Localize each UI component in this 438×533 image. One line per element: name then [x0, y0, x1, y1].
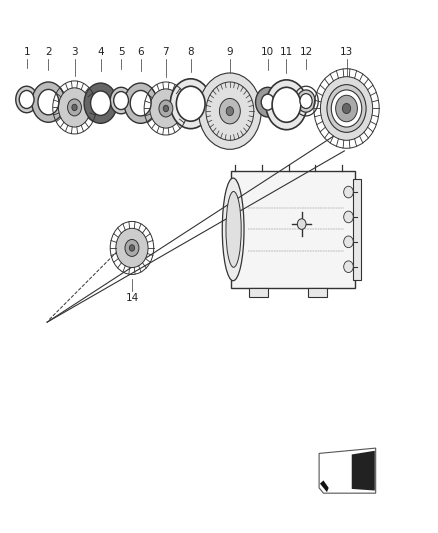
Circle shape — [344, 236, 353, 248]
Circle shape — [170, 79, 211, 128]
Circle shape — [150, 89, 182, 128]
Circle shape — [255, 87, 280, 117]
Polygon shape — [320, 480, 328, 492]
Circle shape — [297, 90, 315, 112]
Circle shape — [219, 99, 240, 124]
Circle shape — [338, 98, 355, 119]
Circle shape — [344, 186, 353, 198]
Circle shape — [72, 104, 77, 111]
Circle shape — [159, 100, 173, 117]
Circle shape — [130, 91, 151, 116]
Circle shape — [343, 103, 351, 114]
Circle shape — [336, 95, 357, 122]
Circle shape — [261, 94, 274, 110]
Text: 5: 5 — [118, 47, 124, 56]
Circle shape — [116, 228, 148, 268]
Text: 2: 2 — [45, 47, 52, 56]
Circle shape — [84, 83, 117, 123]
Ellipse shape — [222, 178, 244, 281]
Text: 4: 4 — [97, 47, 104, 56]
Circle shape — [110, 87, 132, 114]
Text: 1: 1 — [23, 47, 30, 56]
Circle shape — [91, 91, 111, 115]
Ellipse shape — [226, 191, 241, 267]
Circle shape — [321, 77, 373, 140]
Circle shape — [19, 91, 34, 109]
Circle shape — [114, 92, 128, 110]
Text: 3: 3 — [71, 47, 78, 56]
Circle shape — [300, 94, 312, 109]
Circle shape — [32, 82, 65, 122]
Circle shape — [344, 261, 353, 272]
Circle shape — [125, 239, 139, 256]
Circle shape — [344, 211, 353, 223]
Circle shape — [124, 83, 157, 123]
Circle shape — [198, 73, 261, 149]
Circle shape — [16, 86, 38, 113]
Text: 9: 9 — [226, 47, 233, 56]
Circle shape — [342, 103, 351, 114]
Circle shape — [67, 99, 81, 116]
Text: 8: 8 — [187, 47, 194, 56]
Circle shape — [226, 107, 233, 116]
FancyBboxPatch shape — [308, 288, 327, 297]
Text: 14: 14 — [125, 293, 138, 303]
Text: 13: 13 — [340, 47, 353, 56]
Circle shape — [38, 90, 59, 115]
Circle shape — [331, 90, 362, 127]
Text: 6: 6 — [138, 47, 144, 56]
Circle shape — [272, 87, 301, 122]
Circle shape — [163, 106, 169, 112]
Text: 11: 11 — [280, 47, 293, 56]
FancyBboxPatch shape — [353, 179, 360, 280]
FancyBboxPatch shape — [249, 288, 268, 297]
Circle shape — [327, 85, 366, 132]
Circle shape — [297, 219, 306, 229]
Circle shape — [177, 86, 205, 121]
Text: 12: 12 — [300, 47, 313, 56]
Circle shape — [129, 245, 134, 251]
Text: 7: 7 — [162, 47, 169, 56]
Circle shape — [58, 88, 91, 127]
Polygon shape — [352, 451, 375, 490]
Circle shape — [266, 80, 307, 130]
Text: 10: 10 — [261, 47, 274, 56]
FancyBboxPatch shape — [231, 171, 355, 288]
